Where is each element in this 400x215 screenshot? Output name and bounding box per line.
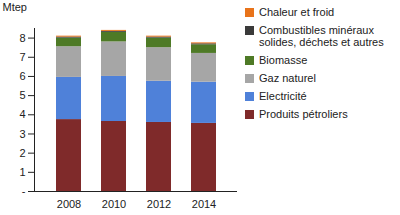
svg-text:2012: 2012 bbox=[147, 198, 171, 210]
html-text:Chaleur et froid: Chaleur et froid bbox=[259, 6, 335, 18]
svg-text:2: 2 bbox=[19, 147, 25, 159]
svg-text:2014: 2014 bbox=[192, 198, 216, 210]
svg-text:5: 5 bbox=[19, 89, 25, 101]
svg-text:4: 4 bbox=[19, 108, 25, 120]
svg-text:-: - bbox=[22, 185, 26, 197]
svg-text:7: 7 bbox=[19, 51, 25, 63]
html-text:Gaz naturel: Gaz naturel bbox=[259, 72, 316, 84]
svg-text:6: 6 bbox=[19, 70, 25, 82]
svg-text:8: 8 bbox=[19, 32, 25, 44]
svg-text:2010: 2010 bbox=[102, 198, 126, 210]
html-text:Electricité: Electricité bbox=[259, 90, 307, 102]
svg-text:3: 3 bbox=[19, 127, 25, 139]
html-text:Biomasse: Biomasse bbox=[259, 54, 308, 66]
svg-text:2008: 2008 bbox=[57, 198, 81, 210]
html-text:Produits pétroliers: Produits pétroliers bbox=[259, 108, 348, 120]
svg-text:Mtep: Mtep bbox=[3, 1, 27, 13]
html-text:Combustibles minéraux solides,: Combustibles minéraux solides, déchets e… bbox=[259, 24, 384, 48]
svg-text:1: 1 bbox=[19, 166, 25, 178]
